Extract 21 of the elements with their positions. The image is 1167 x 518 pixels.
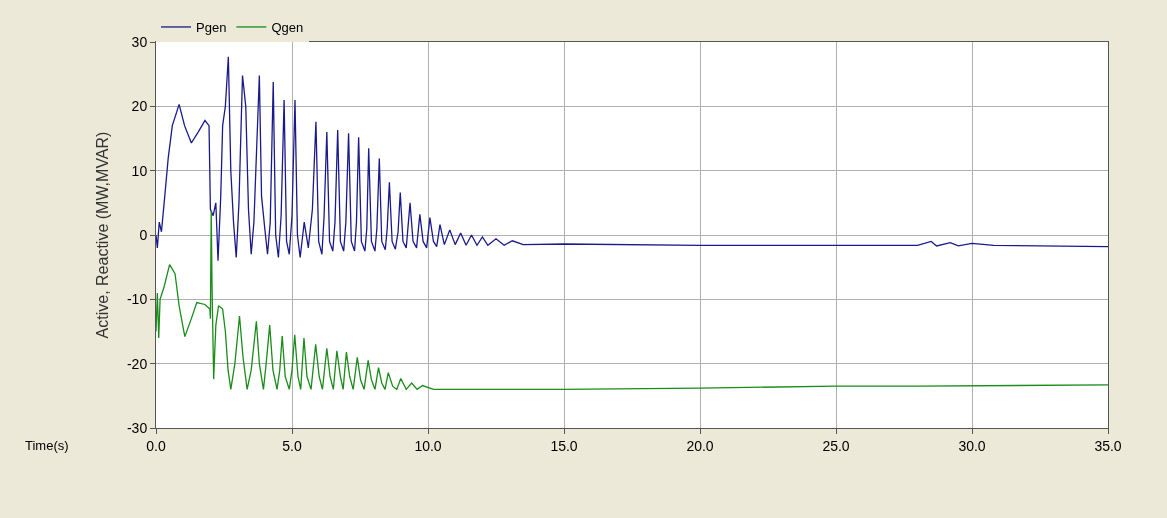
- x-tick-label: 15.0: [550, 437, 578, 454]
- x-tick-label: 35.0: [1094, 437, 1122, 454]
- x-tick-label: 25.0: [822, 437, 850, 454]
- x-tick-label: 0.0: [146, 437, 166, 454]
- x-tick-label: 10.0: [414, 437, 442, 454]
- x-tick-label: 5.0: [282, 437, 302, 454]
- y-tick-label: -30: [126, 419, 148, 436]
- y-tick-label: -10: [126, 291, 148, 308]
- line-series: [156, 210, 1108, 391]
- legend-label: Qgen: [271, 20, 304, 36]
- x-axis-title: Time(s): [25, 438, 69, 453]
- legend-label: Pgen: [196, 20, 227, 36]
- y-tick-label: 20: [131, 98, 148, 115]
- line-series: [156, 56, 1108, 262]
- y-tick-label: 30: [131, 33, 148, 50]
- y-tick-label: 10: [131, 162, 148, 179]
- y-tick-label: -20: [126, 355, 148, 372]
- x-tick-label: 30.0: [958, 437, 986, 454]
- x-tick-label: 20.0: [686, 437, 714, 454]
- y-tick-label: 0: [139, 226, 148, 243]
- y-axis-title: Active, Reactive (MW,MVAR): [93, 131, 111, 339]
